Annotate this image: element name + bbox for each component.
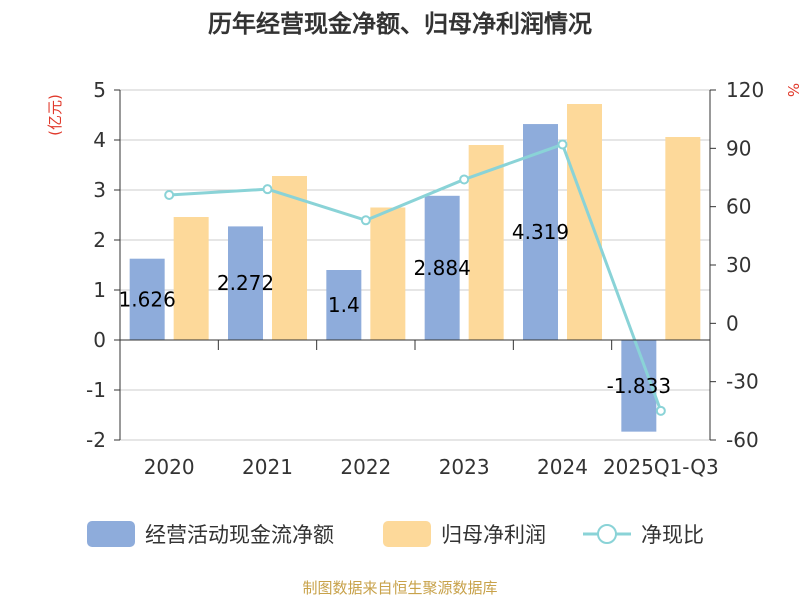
bar-net-profit	[272, 176, 307, 340]
line-layer	[164, 139, 666, 416]
bar-cashflow	[129, 258, 165, 340]
y-right-tick-label: 30	[726, 253, 751, 277]
line-point	[459, 174, 470, 185]
data-label: 2.884	[414, 256, 471, 280]
bar-cashflow	[523, 124, 558, 340]
y-right-tick-label: 90	[726, 136, 751, 160]
data-label-layer: 1.626 2.272 1.4 2.884 4.319 -1.833	[119, 220, 672, 398]
x-tick-label: 2022	[340, 455, 391, 479]
y-left-tick-label: 1	[93, 278, 106, 302]
bar-net-profit	[567, 104, 602, 340]
legend-swatch	[383, 521, 431, 547]
x-tick-label: 2020	[144, 455, 195, 479]
y-left-tick-label: -2	[86, 428, 106, 452]
bar-cashflow	[424, 195, 460, 340]
y-left-tick-label: 0	[93, 328, 106, 352]
bar-cashflow	[326, 270, 362, 340]
y-left-tick-label: 3	[93, 178, 106, 202]
bar-net-profit	[665, 137, 701, 340]
y-left-unit-label: (亿元)	[46, 94, 64, 136]
y-right-tick-label: -30	[726, 370, 759, 394]
y-right-tick-label: 120	[726, 78, 764, 102]
line-point	[557, 139, 568, 150]
line-net-cash-ratio	[169, 142, 663, 412]
bar-layer	[129, 104, 701, 432]
axis-layer: 5 4 3 2 1 0 -1 -2 120 90 60 30 0 -30 -60 2020 2021 2022 20…	[86, 78, 764, 479]
data-label: 2.272	[217, 271, 274, 295]
legend-item-net-cash-ratio[interactable]: 净现比	[583, 523, 704, 547]
y-right-tick-label: 60	[726, 195, 751, 219]
y-left-tick-label: 2	[93, 228, 106, 252]
y-left-tick-label: 5	[93, 78, 106, 102]
grid-layer	[120, 89, 710, 441]
legend-swatch-marker	[597, 524, 617, 544]
bar-net-profit	[468, 145, 504, 340]
line-point	[164, 190, 175, 200]
legend-item-net-profit[interactable]: 归母净利润	[383, 521, 546, 547]
x-tick-label: 2025Q1-Q3	[603, 455, 719, 479]
source-note: 制图数据来自恒生聚源数据库	[302, 579, 497, 597]
legend-label: 归母净利润	[441, 523, 546, 547]
x-tick-label: 2024	[537, 455, 588, 479]
line-point	[262, 184, 273, 195]
y-right-tick-label: 0	[726, 311, 739, 335]
x-tick-label: 2023	[439, 455, 490, 479]
x-tick-label: 2021	[242, 455, 293, 479]
data-label: 1.626	[119, 287, 176, 311]
legend: 经营活动现金流净额 归母净利润 净现比	[87, 521, 704, 547]
legend-item-cashflow[interactable]: 经营活动现金流净额	[87, 521, 334, 547]
bar-net-profit	[370, 207, 406, 340]
chart-title: 历年经营现金净额、归母净利润情况	[208, 10, 592, 38]
y-right-unit-label: %	[784, 83, 800, 97]
legend-label: 净现比	[641, 523, 704, 547]
legend-label: 经营活动现金流净额	[145, 523, 334, 547]
bar-net-profit	[173, 217, 209, 340]
bar-cashflow	[228, 226, 263, 340]
data-label: 4.319	[512, 220, 569, 244]
y-right-tick-label: -60	[726, 428, 759, 452]
legend-swatch	[87, 521, 135, 547]
y-left-tick-label: 4	[93, 128, 106, 152]
data-label: -1.833	[607, 374, 671, 398]
line-point	[360, 215, 371, 226]
line-point	[655, 405, 666, 416]
data-label: 1.4	[328, 293, 360, 317]
y-left-tick-label: -1	[86, 378, 106, 402]
